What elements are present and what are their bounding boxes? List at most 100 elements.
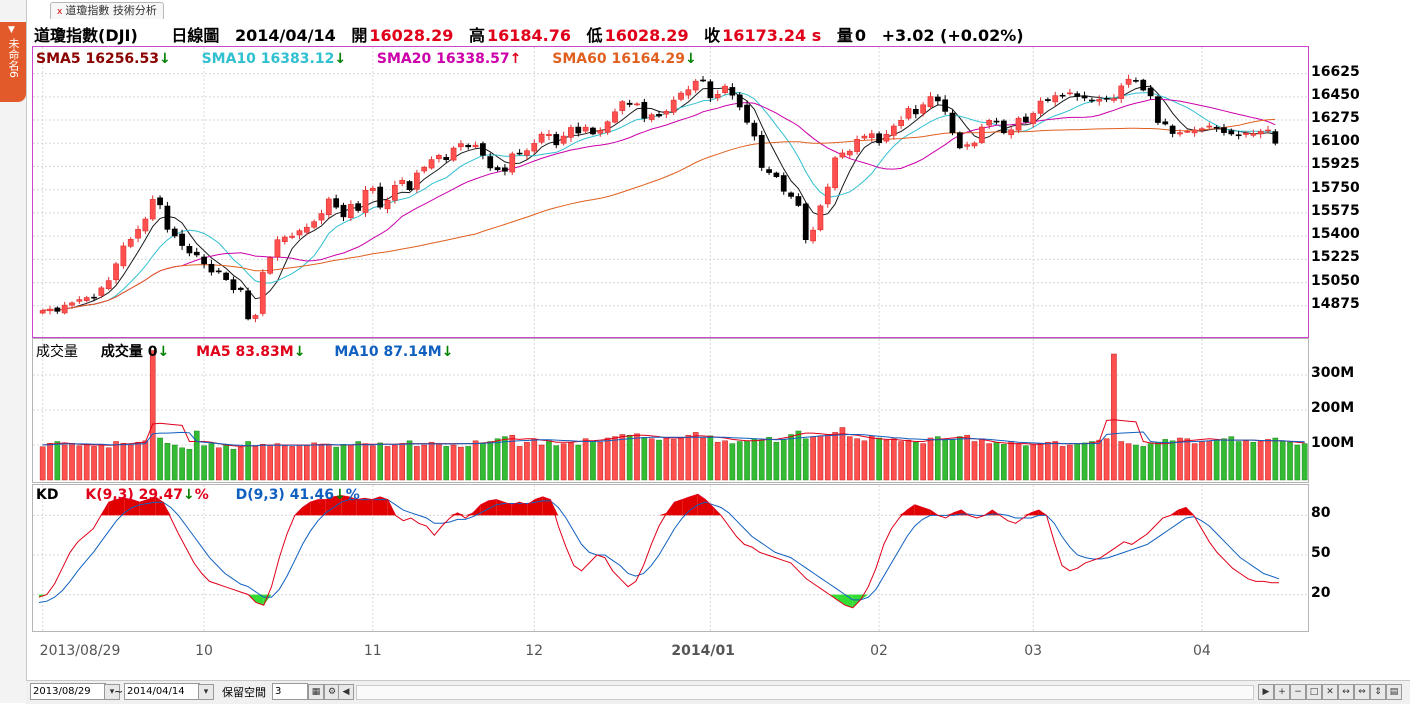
candle-24 bbox=[215, 267, 222, 274]
settings-icon[interactable]: ⚙ bbox=[324, 684, 340, 700]
scroll-right-icon[interactable]: ▶ bbox=[1258, 684, 1274, 700]
start-date-input[interactable]: 2013/08/29 bbox=[30, 683, 106, 700]
reserve-space-input[interactable]: 3 bbox=[272, 683, 308, 700]
volume-bar-139 bbox=[1059, 446, 1066, 481]
expand-icon[interactable]: ⇕ bbox=[1370, 684, 1386, 700]
volume-bar-137 bbox=[1045, 441, 1051, 481]
candle-body bbox=[450, 147, 457, 161]
volume-bar-109 bbox=[839, 427, 846, 481]
candle-162 bbox=[1228, 128, 1235, 136]
end-date-dropdown-icon[interactable]: ▾ bbox=[198, 684, 214, 700]
volume-bar-96 bbox=[744, 440, 750, 481]
volume-bar-88 bbox=[685, 434, 692, 481]
candle-29 bbox=[252, 313, 259, 323]
side-tab[interactable]: ▼ 未命名6 bbox=[0, 22, 26, 102]
tab-technical-analysis[interactable]: x 道瓊指數 技術分析 bbox=[50, 2, 164, 19]
candle-body bbox=[1037, 100, 1044, 114]
candle-35 bbox=[296, 228, 303, 239]
candle-body bbox=[1257, 131, 1264, 135]
volume-bar-153 bbox=[1162, 439, 1169, 481]
candle-51 bbox=[414, 169, 420, 193]
candle-130 bbox=[993, 117, 1000, 125]
candle-body bbox=[127, 239, 134, 247]
candle-63 bbox=[502, 163, 508, 176]
candle-body bbox=[663, 110, 670, 115]
candle-body bbox=[1272, 131, 1279, 144]
volume-bar-167 bbox=[1265, 439, 1271, 481]
volume-bar-89 bbox=[692, 432, 699, 481]
volume-bar-38 bbox=[318, 444, 325, 481]
candle-106 bbox=[817, 204, 824, 232]
candle-66 bbox=[524, 148, 530, 160]
volume-bar-49 bbox=[399, 443, 406, 481]
candle-46 bbox=[377, 182, 384, 210]
kd-oversold-fill bbox=[256, 594, 264, 606]
volume-bar-54 bbox=[436, 443, 442, 481]
volume-bar-7 bbox=[91, 446, 97, 481]
candle-body bbox=[707, 81, 714, 99]
candle-body bbox=[560, 135, 567, 144]
candle-body bbox=[898, 120, 904, 126]
zoom-in-icon[interactable]: + bbox=[1274, 684, 1290, 700]
volume-bar-116 bbox=[890, 438, 897, 481]
tab-close-icon[interactable]: x bbox=[57, 7, 63, 17]
volume-bar-92 bbox=[714, 441, 721, 481]
start-date-dropdown-icon[interactable]: ▾ bbox=[104, 684, 120, 700]
candle-body bbox=[729, 87, 736, 96]
cross-icon[interactable]: ✕ bbox=[1322, 684, 1338, 700]
price-panel[interactable] bbox=[32, 46, 1309, 338]
candle-body bbox=[1111, 98, 1117, 101]
candle-body bbox=[1213, 126, 1220, 129]
grid-icon[interactable]: ▦ bbox=[308, 684, 324, 700]
arrows-icon[interactable]: ↔ bbox=[1338, 684, 1354, 700]
candle-body bbox=[912, 108, 919, 115]
candle-body bbox=[538, 133, 545, 143]
volume-bar-138 bbox=[1052, 441, 1059, 481]
candle-138 bbox=[1052, 91, 1059, 106]
candle-17 bbox=[164, 201, 171, 233]
candle-79 bbox=[619, 100, 626, 115]
kd-panel[interactable] bbox=[32, 484, 1309, 632]
volume-bar-3 bbox=[61, 444, 68, 481]
candle-59 bbox=[472, 141, 479, 149]
candle-133 bbox=[1015, 116, 1022, 134]
scroll-left-icon[interactable]: ◀ bbox=[338, 684, 354, 700]
candle-body bbox=[1022, 116, 1029, 123]
candle-112 bbox=[861, 133, 868, 140]
zoom-out-icon[interactable]: − bbox=[1290, 684, 1306, 700]
chart-icon[interactable]: ▤ bbox=[1386, 684, 1402, 700]
price-chart bbox=[33, 47, 1308, 337]
sma10-legend: SMA10 16383.12↓ bbox=[202, 51, 346, 67]
candle-body bbox=[267, 257, 273, 274]
candle-body bbox=[252, 315, 259, 319]
candle-body bbox=[259, 272, 266, 314]
candle-body bbox=[274, 239, 281, 258]
open-value: 16028.29 bbox=[369, 26, 454, 45]
compress-icon[interactable]: ⇔ bbox=[1354, 684, 1370, 700]
volume-panel[interactable] bbox=[32, 338, 1309, 483]
volume-bar-44 bbox=[362, 443, 369, 481]
price-y-tick-2: 15225 bbox=[1311, 249, 1360, 266]
kd-overbought-fill bbox=[356, 498, 365, 516]
candle-65 bbox=[516, 149, 523, 156]
candle-body bbox=[531, 143, 538, 152]
candle-13 bbox=[135, 225, 141, 243]
candle-108 bbox=[832, 155, 838, 191]
candle-139 bbox=[1059, 92, 1066, 99]
candle-21 bbox=[193, 247, 200, 258]
volume-bar-20 bbox=[186, 448, 193, 481]
candle-body bbox=[839, 152, 846, 158]
fit-icon[interactable]: □ bbox=[1306, 684, 1322, 700]
end-date-input[interactable]: 2014/04/14 bbox=[124, 683, 200, 700]
candle-body bbox=[883, 133, 890, 142]
volume-bar-52 bbox=[421, 444, 428, 481]
volume-bar-102 bbox=[788, 434, 794, 481]
volume-bar-140 bbox=[1067, 444, 1073, 481]
candle-101 bbox=[780, 172, 787, 195]
candle-body bbox=[113, 263, 119, 281]
volume-bar-13 bbox=[135, 441, 141, 481]
volume-legend: 成交量 成交量 0↓ MA5 83.83M↓ MA10 87.14M↓ bbox=[36, 341, 453, 361]
horizontal-scrollbar[interactable] bbox=[356, 685, 1254, 700]
candle-body bbox=[69, 302, 75, 306]
candle-143 bbox=[1089, 97, 1095, 103]
